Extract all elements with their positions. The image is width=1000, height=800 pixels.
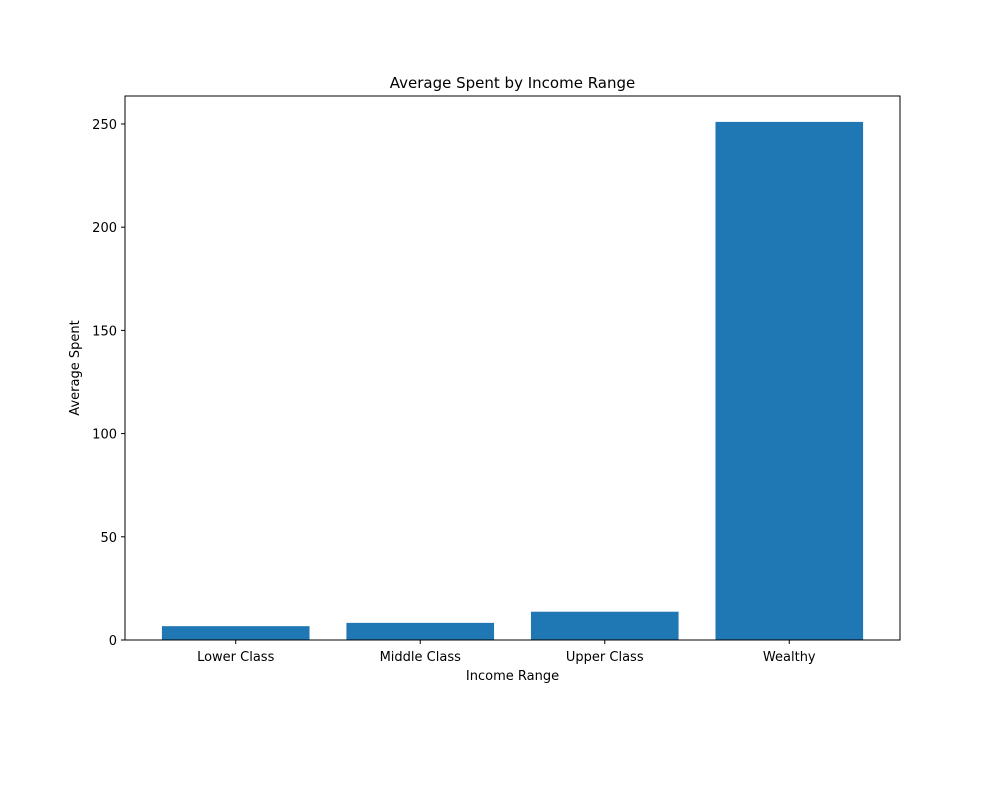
y-tick-label: 250	[92, 118, 117, 133]
bars-group	[161, 121, 864, 640]
x-tick-label: Upper Class	[566, 650, 644, 665]
y-axis-label: Average Spent	[68, 320, 83, 415]
bar-middle-class	[346, 622, 495, 640]
y-tick-label: 50	[100, 531, 117, 546]
x-tick-label: Middle Class	[380, 650, 462, 665]
x-axis-label: Income Range	[466, 669, 559, 684]
y-tick-label: 150	[92, 324, 117, 339]
y-tick-label: 0	[109, 634, 117, 649]
bar-wealthy	[715, 121, 864, 640]
plot-area-frame	[124, 95, 901, 641]
chart-title: Average Spent by Income Range	[390, 74, 635, 92]
y-axis-ticks: 0 50 100 150 200 250	[92, 118, 125, 649]
bar-upper-class	[530, 611, 679, 640]
y-tick-label: 100	[92, 428, 117, 443]
bar-lower-class	[161, 626, 310, 640]
x-tick-label: Wealthy	[763, 650, 816, 665]
y-tick-label: 200	[92, 221, 117, 236]
x-axis-ticks: Lower Class Middle Class Upper Class Wealth…	[197, 640, 816, 665]
x-tick-label: Lower Class	[197, 650, 275, 665]
